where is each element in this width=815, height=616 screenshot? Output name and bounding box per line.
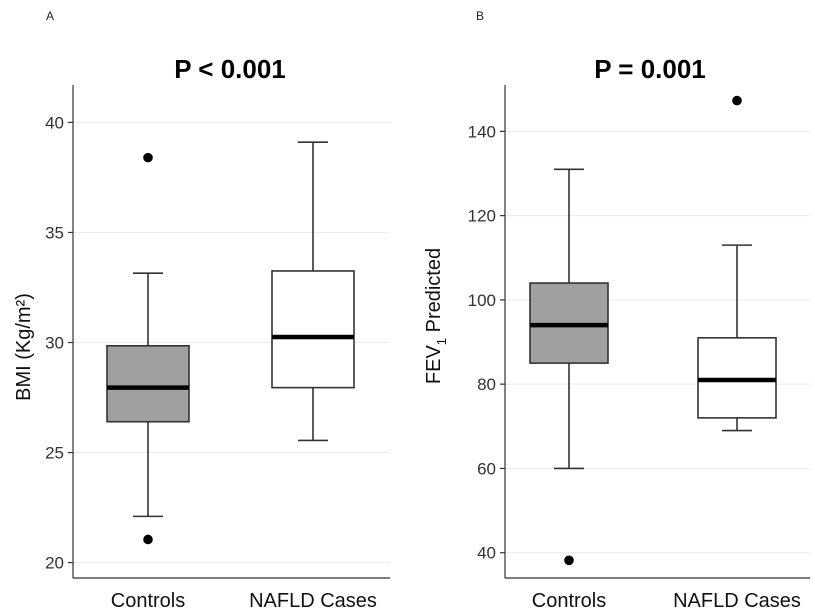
panel-b-ylabel-subscript: 1 [434,338,449,345]
panel-b-ytick-labels: 40 60 80 100 120 140 [468,122,505,563]
panel-a-iqr-box [271,270,355,389]
panel-b-ylabel-main: FEV [423,345,445,385]
panel-a: A P < 0.001 BMI (Kg/m²) 20 25 30 35 40 Contr… [13,9,390,612]
panel-b: B P = 0.001 FEV1 Predicted 40 60 80 100 120 1… [423,9,810,612]
panel-a-gridlines [73,121,390,564]
panel-a-xtick-label: Controls [111,590,185,612]
panel-b-ylabel: FEV1 Predicted [423,248,449,384]
panel-a-ytick-label: 30 [45,334,64,353]
panel-b-ylabel-rest: Predicted [423,248,445,338]
panel-b-letter: B [476,9,484,23]
panel-b-ytick-label: 40 [477,544,496,563]
panel-b-ytick-label: 100 [468,291,496,310]
panel-a-ytick-label: 20 [45,554,64,573]
panel-a-letter: A [46,9,54,23]
panel-b-ytick-label: 120 [468,207,496,226]
panel-a-ytick-labels: 20 25 30 35 40 [45,113,73,573]
panel-a-outlier-point [143,152,153,163]
panel-a-ytick-label: 40 [45,113,64,132]
panel-b-xtick-label: NAFLD Cases [673,590,801,612]
panel-b-xtick-label: Controls [532,590,606,612]
panel-a-ytick-label: 25 [45,444,64,463]
panel-b-ytick-label: 140 [468,122,496,141]
panel-b-outlier-point [564,555,574,566]
panel-b-outlier-point [732,95,742,106]
panel-b-marks [529,95,777,566]
panel-b-ytick-label: 60 [477,459,496,478]
panel-b-ytick-label: 80 [477,375,496,394]
panel-b-title: P = 0.001 [594,54,706,84]
panel-a-outlier-point [143,534,153,545]
panel-a-ylabel: BMI (Kg/m²) [13,293,35,401]
panel-a-iqr-box [106,345,190,423]
panel-a-marks [106,141,355,545]
panel-a-xtick-label: NAFLD Cases [249,590,377,612]
panel-a-ytick-label: 35 [45,223,64,242]
panel-a-title: P < 0.001 [174,54,286,84]
